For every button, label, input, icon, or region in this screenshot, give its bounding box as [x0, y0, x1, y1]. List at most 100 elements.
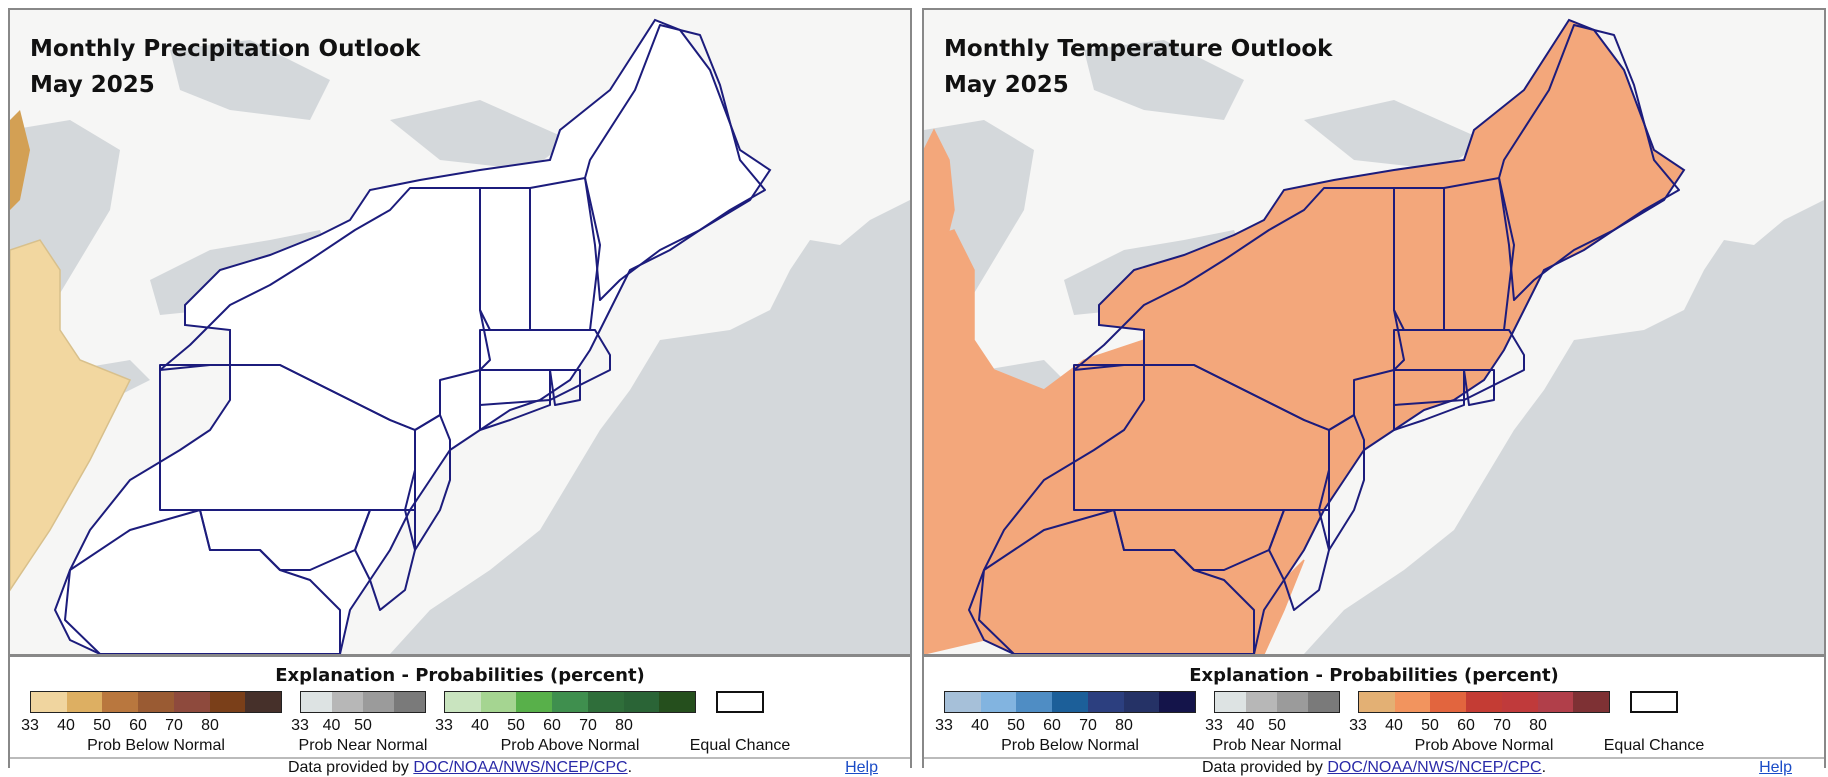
equal-chance-swatch	[1630, 691, 1678, 713]
legend-title: Explanation - Probabilities (percent)	[1189, 665, 1559, 686]
below-normal-scale	[30, 691, 282, 713]
legend-color-cell	[1159, 692, 1196, 712]
legend-color-cell	[1537, 692, 1574, 712]
legend-color-cell	[1430, 692, 1467, 712]
legend-tick-label: 60	[1043, 717, 1061, 734]
cpc-link[interactable]: DOC/NOAA/NWS/NCEP/CPC	[1327, 759, 1542, 776]
near-normal-caption: Prob Near Normal	[1212, 737, 1342, 754]
below-normal-caption: Prob Below Normal	[87, 737, 225, 754]
legend-color-cell	[1277, 692, 1308, 712]
temperature-outlook-panel: Monthly Temperature Outlook May 2025 Exp…	[922, 8, 1826, 776]
legend-tick-label: 70	[1079, 717, 1097, 734]
legend-tick-label: 33	[435, 717, 453, 734]
help-link[interactable]: Help	[845, 759, 878, 776]
legend-tick-label: 70	[165, 717, 183, 734]
above-normal-caption: Prob Above Normal	[500, 737, 640, 754]
legend-color-cell	[1215, 692, 1246, 712]
legend-color-cell	[945, 692, 981, 712]
cpc-link[interactable]: DOC/NOAA/NWS/NCEP/CPC	[413, 759, 628, 776]
legend-color-cell	[1466, 692, 1502, 712]
near-normal-scale	[300, 691, 426, 713]
equal-chance-caption: Equal Chance	[689, 737, 791, 754]
legend-color-cell	[1359, 692, 1395, 712]
legend-tick-label: 80	[1115, 717, 1133, 734]
legend-tick-label: 60	[543, 717, 561, 734]
legend-tick-label: 33	[1349, 717, 1367, 734]
legend-color-cell	[363, 692, 394, 712]
temperature-map-svg	[924, 10, 1824, 654]
below-normal-caption: Prob Below Normal	[1001, 737, 1139, 754]
legend-color-cell	[1308, 692, 1339, 712]
legend-color-cell	[1573, 692, 1610, 712]
legend: Explanation - Probabilities (percent) Pr…	[10, 654, 910, 776]
temperature-map[interactable]: Monthly Temperature Outlook May 2025	[924, 10, 1824, 654]
legend-tick-label: 50	[507, 717, 525, 734]
legend-color-cell	[332, 692, 363, 712]
legend-color-cell	[138, 692, 174, 712]
legend-title: Explanation - Probabilities (percent)	[275, 665, 645, 686]
legend-tick-label: 60	[1457, 717, 1475, 734]
credit-divider	[10, 757, 910, 759]
legend-tick-label: 40	[322, 717, 341, 734]
legend-tick-label: 40	[971, 717, 989, 734]
map-subtitle: May 2025	[944, 72, 1069, 98]
legend-tick-label: 33	[1205, 717, 1223, 734]
credit-prefix: Data provided by	[287, 759, 414, 776]
legend-tick-label: 50	[1268, 717, 1286, 734]
legend-color-cell	[516, 692, 553, 712]
legend-color-cell	[31, 692, 67, 712]
map-title: Monthly Temperature Outlook	[944, 36, 1333, 62]
credit-suffix: .	[627, 759, 633, 776]
legend-color-cell	[66, 692, 103, 712]
precipitation-map[interactable]: Monthly Precipitation Outlook May 2025	[10, 10, 910, 654]
legend-color-cell	[1087, 692, 1124, 712]
precipitation-outlook-panel: Monthly Precipitation Outlook May 2025 E…	[8, 8, 912, 776]
legend-color-cell	[245, 692, 282, 712]
data-credit: Data provided by DOC/NOAA/NWS/NCEP/CPC.	[10, 759, 910, 777]
legend-color-cell	[394, 692, 425, 712]
help-link[interactable]: Help	[1759, 759, 1792, 776]
above-normal-scale	[444, 691, 696, 713]
legend-tick-label: 40	[57, 717, 75, 734]
legend-color-cell	[980, 692, 1017, 712]
legend-color-cell	[173, 692, 210, 712]
equal-chance-caption: Equal Chance	[1603, 737, 1705, 754]
legend-color-cell	[623, 692, 660, 712]
legend-color-cell	[480, 692, 517, 712]
outlook-anomaly	[10, 110, 132, 592]
above-normal-scale	[1358, 691, 1610, 713]
legend-color-cell	[1016, 692, 1053, 712]
legend: Explanation - Probabilities (percent) Pr…	[924, 654, 1824, 776]
legend-color-cell	[209, 692, 246, 712]
legend-color-cell	[659, 692, 696, 712]
legend-tick-label: 50	[354, 717, 372, 734]
legend-color-cell	[1501, 692, 1538, 712]
northeast-region	[967, 18, 1686, 654]
credit-prefix: Data provided by	[1201, 759, 1328, 776]
above-normal-caption: Prob Above Normal	[1414, 737, 1554, 754]
legend-tick-label: 60	[129, 717, 147, 734]
legend-tick-label: 40	[471, 717, 489, 734]
credit-suffix: .	[1541, 759, 1547, 776]
legend-tick-label: 33	[291, 717, 309, 734]
legend-tick-label: 80	[1529, 717, 1547, 734]
legend-color-cell	[587, 692, 624, 712]
legend-tick-label: 50	[1421, 717, 1439, 734]
near-normal-caption: Prob Near Normal	[298, 737, 428, 754]
precipitation-map-svg	[10, 10, 910, 654]
legend-color-cell	[552, 692, 588, 712]
legend-color-cell	[1394, 692, 1431, 712]
below-normal-scale	[944, 691, 1196, 713]
legend-color-cell	[1123, 692, 1160, 712]
legend-tick-label: 70	[1493, 717, 1511, 734]
near-normal-scale	[1214, 691, 1340, 713]
legend-color-cell	[445, 692, 481, 712]
legend-tick-label: 33	[21, 717, 39, 734]
legend-tick-label: 33	[935, 717, 953, 734]
legend-tick-label: 40	[1236, 717, 1255, 734]
legend-tick-label: 70	[579, 717, 597, 734]
legend-color-cell	[102, 692, 139, 712]
legend-tick-label: 80	[201, 717, 219, 734]
data-credit: Data provided by DOC/NOAA/NWS/NCEP/CPC.	[924, 759, 1824, 777]
legend-color-cell	[1246, 692, 1277, 712]
